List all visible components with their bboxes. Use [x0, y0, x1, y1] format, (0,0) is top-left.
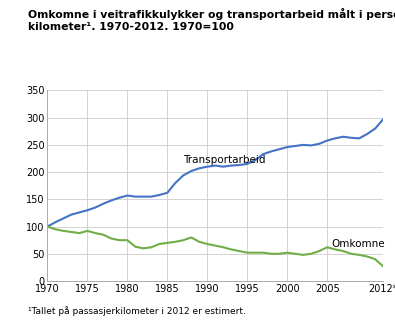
Text: ¹Tallet på passasjerkilometer i 2012 er estimert.: ¹Tallet på passasjerkilometer i 2012 er …: [28, 306, 246, 316]
Text: Omkomne i veitrafikkulykker og transportarbeid målt i person-
kilometer¹. 1970-2: Omkomne i veitrafikkulykker og transport…: [28, 8, 395, 32]
Text: Omkomne: Omkomne: [331, 239, 385, 249]
Text: Transportarbeid: Transportarbeid: [183, 155, 266, 165]
